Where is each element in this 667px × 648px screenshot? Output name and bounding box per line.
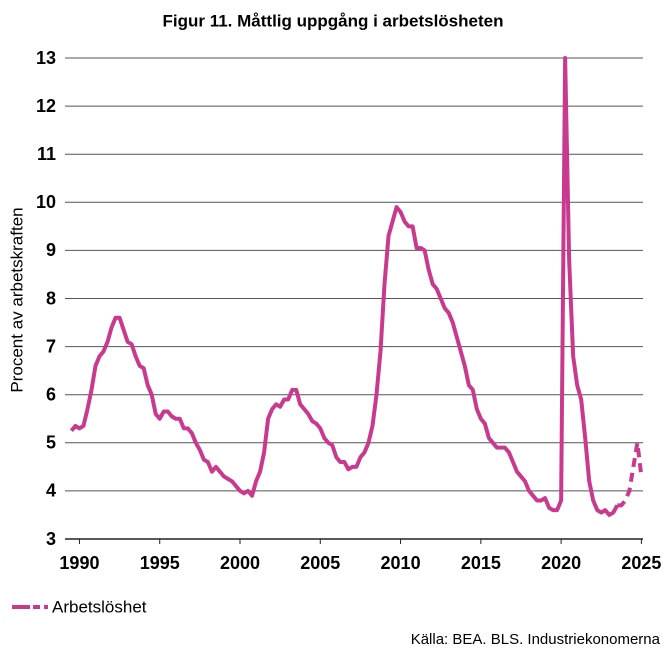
y-axis-label: Procent av arbetskraften [7,207,26,392]
y-tick-label: 12 [36,96,56,116]
y-tick-label: 11 [37,144,56,164]
y-tick-label: 5 [46,433,56,453]
x-tick-label: 2000 [220,553,260,573]
series-line [69,56,620,517]
x-tick-label: 2005 [300,553,340,573]
y-tick-label: 7 [46,336,56,356]
legend-label: Arbetslöshet [52,597,147,616]
x-tick-label: 2015 [461,553,501,573]
y-tick-label: 8 [46,288,56,308]
x-tick-label: 1995 [140,553,180,573]
forecast-line [617,440,644,508]
y-tick-label: 13 [36,48,56,68]
source: Källa: BEA. BLS. Industriekonomerna [411,631,661,648]
x-tick-label: 2020 [541,553,581,573]
chart-title: Figur 11. Måttlig uppgång i arbetslöshet… [163,11,504,30]
y-tick-label: 6 [46,384,56,404]
y-tick-label: 10 [36,192,56,212]
y-tick-label: 9 [46,240,56,260]
x-tick-label: 2025 [621,553,661,573]
y-tick-label: 4 [46,481,56,501]
x-tick-label: 1990 [59,553,99,573]
y-tick-label: 3 [46,529,56,549]
x-tick-label: 2010 [381,553,421,573]
